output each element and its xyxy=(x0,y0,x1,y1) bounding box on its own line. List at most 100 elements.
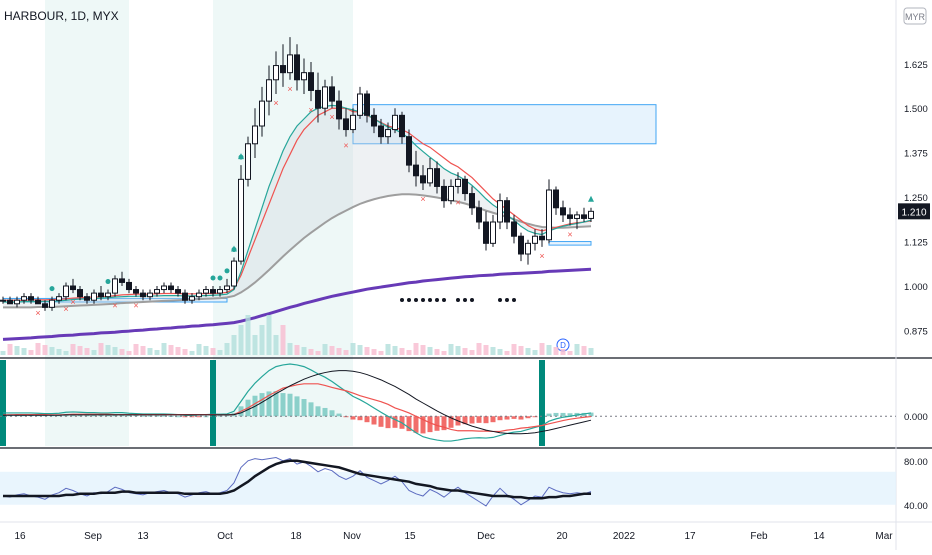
buy-triangle-marker xyxy=(588,195,594,202)
candle[interactable] xyxy=(301,72,307,81)
candle[interactable] xyxy=(497,200,503,223)
candle[interactable] xyxy=(511,221,517,237)
candle[interactable] xyxy=(448,185,454,202)
candle[interactable] xyxy=(70,285,76,291)
candle[interactable] xyxy=(581,214,587,219)
volume-bar xyxy=(238,325,244,355)
candle[interactable] xyxy=(56,296,62,301)
candle[interactable] xyxy=(259,100,265,127)
candle[interactable] xyxy=(105,292,111,298)
candle[interactable] xyxy=(266,79,272,102)
candle[interactable] xyxy=(357,93,363,116)
candle[interactable] xyxy=(140,292,146,298)
candle[interactable] xyxy=(560,207,566,216)
candle[interactable] xyxy=(504,200,510,223)
macd-histogram-bar xyxy=(329,410,335,417)
macd-pane[interactable] xyxy=(0,360,896,446)
candle[interactable] xyxy=(217,289,223,294)
candle[interactable] xyxy=(252,125,258,145)
candle[interactable] xyxy=(35,299,41,305)
last-price-tag[interactable] xyxy=(898,203,930,220)
candle[interactable] xyxy=(427,168,433,184)
candle[interactable] xyxy=(119,278,125,283)
candle[interactable] xyxy=(371,114,377,127)
candle[interactable] xyxy=(462,178,468,195)
candle[interactable] xyxy=(385,129,391,138)
candle[interactable] xyxy=(469,193,475,209)
candle[interactable] xyxy=(63,285,69,298)
candle[interactable] xyxy=(280,65,286,74)
candle[interactable] xyxy=(518,235,524,255)
candle[interactable] xyxy=(364,93,370,116)
candle[interactable] xyxy=(245,143,251,180)
candle[interactable] xyxy=(406,136,412,166)
candle[interactable] xyxy=(189,296,195,301)
candle[interactable] xyxy=(84,296,90,301)
candle[interactable] xyxy=(294,54,300,81)
candle[interactable] xyxy=(273,65,279,81)
candle[interactable] xyxy=(329,86,335,102)
candle[interactable] xyxy=(21,296,27,301)
candle[interactable] xyxy=(476,207,482,223)
candle[interactable] xyxy=(196,292,202,298)
candle[interactable] xyxy=(567,214,573,219)
candle[interactable] xyxy=(343,118,349,131)
candle[interactable] xyxy=(91,292,97,301)
candle[interactable] xyxy=(532,235,538,244)
candle[interactable] xyxy=(308,72,314,91)
candle[interactable] xyxy=(203,289,209,294)
dot-marker xyxy=(512,298,516,302)
candle[interactable] xyxy=(175,289,181,294)
candle[interactable] xyxy=(42,303,48,308)
candle[interactable] xyxy=(238,178,244,262)
candle[interactable] xyxy=(574,214,580,219)
candle[interactable] xyxy=(420,175,426,184)
candle[interactable] xyxy=(133,289,139,294)
candle[interactable] xyxy=(315,89,321,109)
price-pane[interactable]: × ×× × ××××××× ×××D xyxy=(0,37,657,352)
candle[interactable] xyxy=(525,242,531,255)
candle[interactable] xyxy=(336,100,342,120)
candle[interactable] xyxy=(322,86,328,109)
candle[interactable] xyxy=(399,114,405,138)
candle[interactable] xyxy=(14,299,20,305)
candle[interactable] xyxy=(112,278,118,294)
candle[interactable] xyxy=(210,289,216,294)
candle[interactable] xyxy=(147,292,153,298)
rsi-pane[interactable] xyxy=(0,456,896,507)
zone-box[interactable] xyxy=(548,241,592,246)
candle[interactable] xyxy=(434,168,440,187)
candle[interactable] xyxy=(287,54,293,74)
price-axis[interactable]: 0.875 1.000 1.125 1.250 1.375 1.500 1.625 1.210… xyxy=(898,60,930,512)
candle[interactable] xyxy=(413,164,419,177)
volume-bar xyxy=(154,350,160,355)
candle[interactable] xyxy=(483,221,489,244)
candle[interactable] xyxy=(98,292,104,298)
candle[interactable] xyxy=(231,260,237,287)
candle[interactable] xyxy=(546,189,552,241)
candle[interactable] xyxy=(49,299,55,308)
currency-badge[interactable]: MYR xyxy=(903,7,927,25)
candle[interactable] xyxy=(126,281,132,291)
candle[interactable] xyxy=(539,235,545,241)
candle[interactable] xyxy=(168,285,174,291)
candle[interactable] xyxy=(7,299,13,305)
candle[interactable] xyxy=(455,178,461,187)
candle[interactable] xyxy=(77,289,83,298)
candle[interactable] xyxy=(588,210,594,219)
candle[interactable] xyxy=(154,289,160,294)
candle[interactable] xyxy=(392,114,398,131)
candle[interactable] xyxy=(28,296,34,301)
candle[interactable] xyxy=(490,221,496,244)
candle[interactable] xyxy=(378,125,384,138)
candle[interactable] xyxy=(441,185,447,202)
time-axis[interactable]: 16 Sep 13 Oct 18 Nov 15 Dec 20 2022 17 Feb 14 Mar xyxy=(14,531,893,542)
candle[interactable] xyxy=(553,189,559,209)
candle[interactable] xyxy=(161,285,167,291)
candle[interactable] xyxy=(0,299,6,302)
candle[interactable] xyxy=(224,285,230,291)
candle[interactable] xyxy=(350,114,356,131)
candle[interactable] xyxy=(182,292,188,301)
